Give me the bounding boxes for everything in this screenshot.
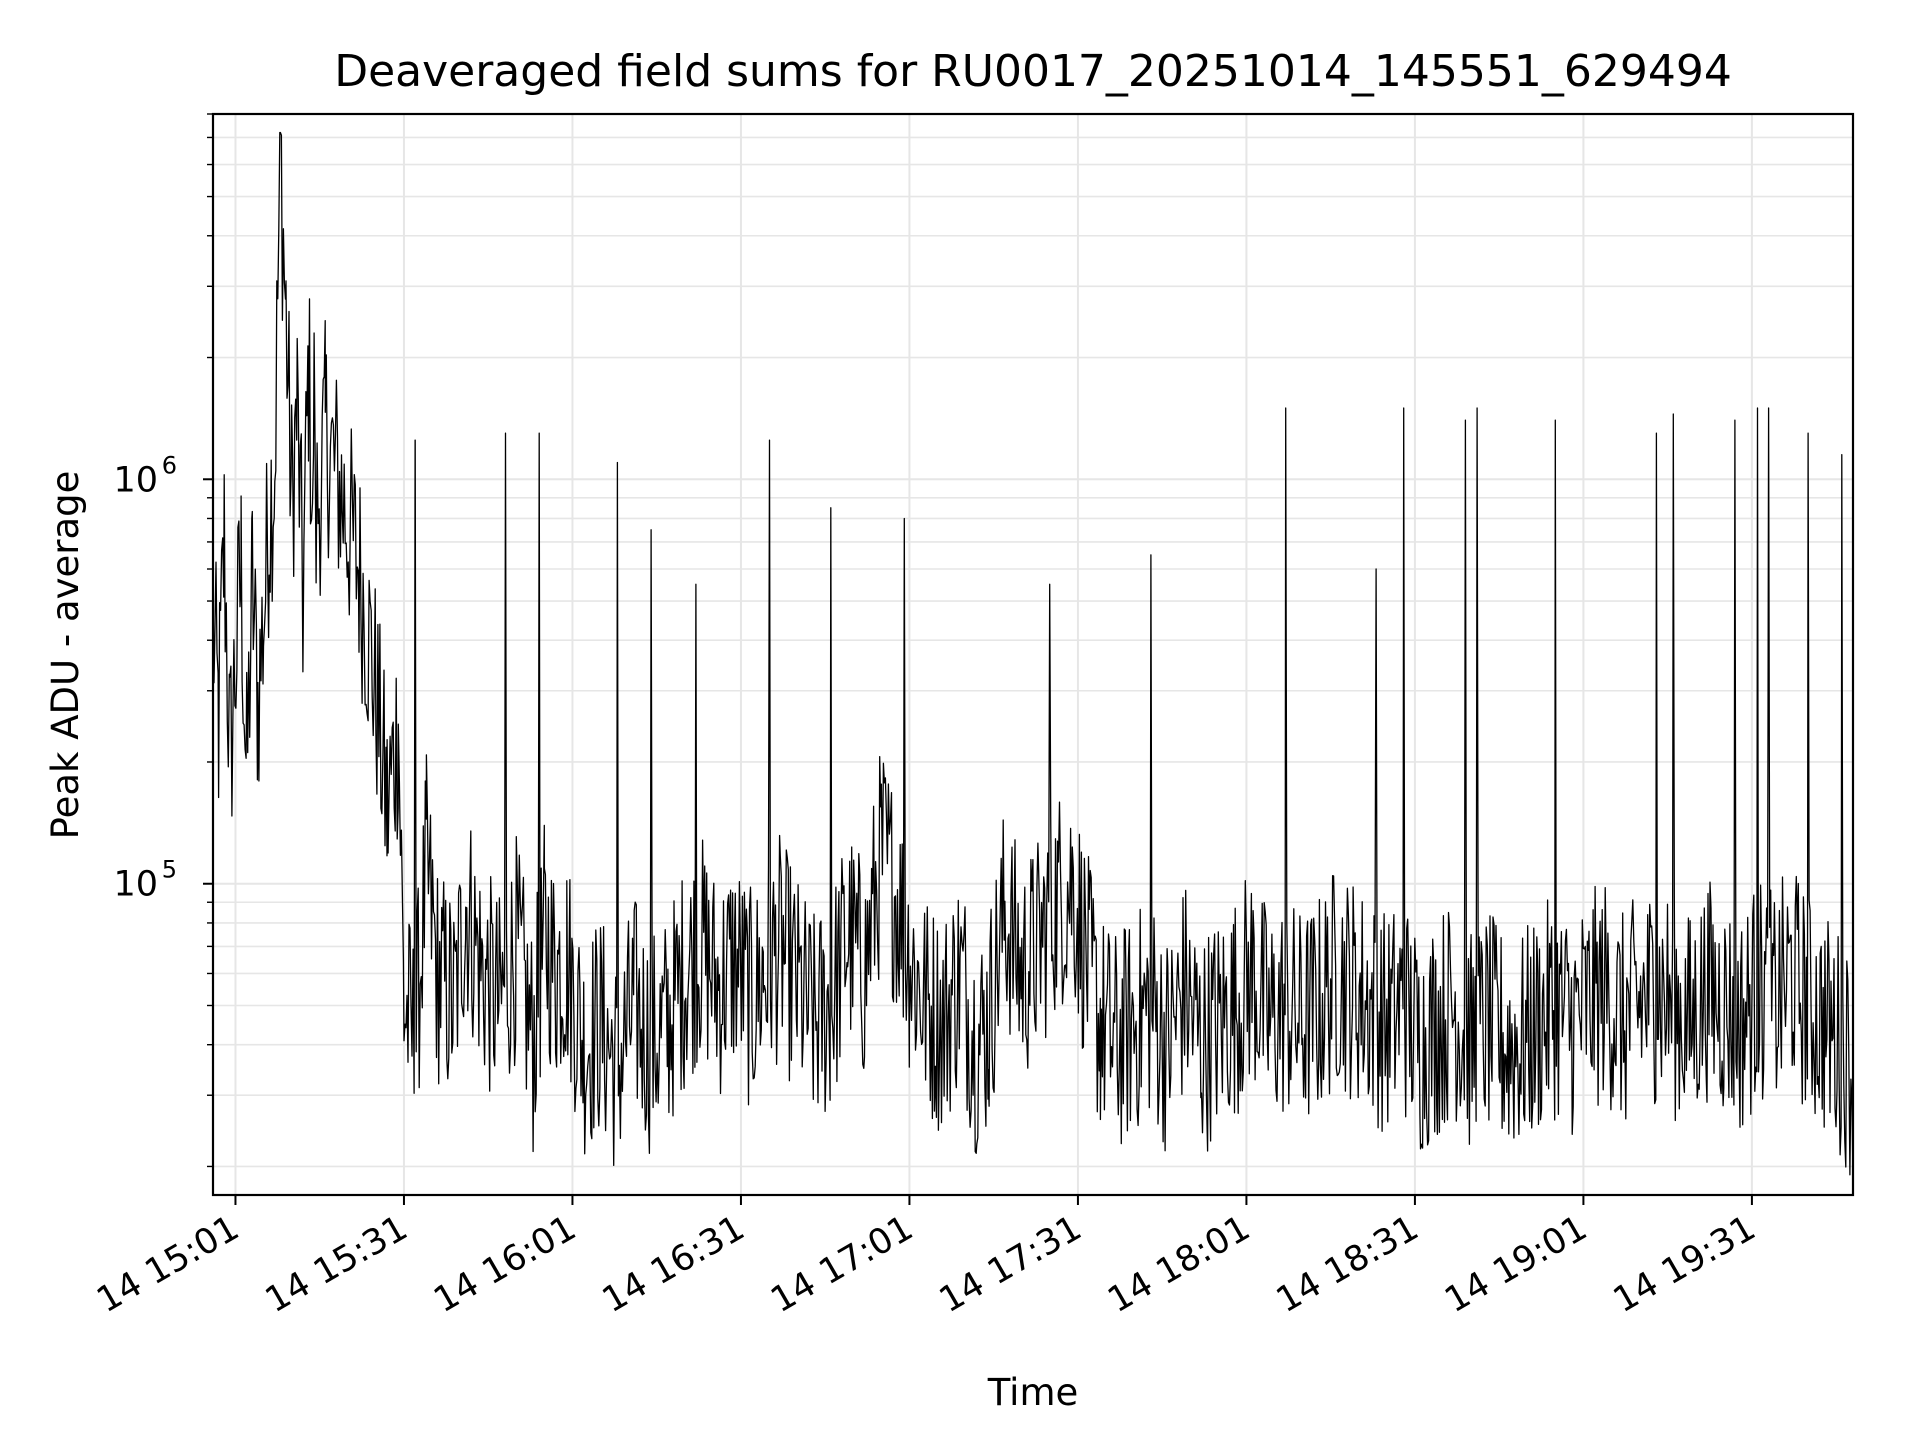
plot-frame [211,112,1855,1197]
chart-title: Deaveraged field sums for RU0017_2025101… [334,46,1732,97]
x-axis-label: Time [987,1371,1079,1414]
series-line [212,131,1854,1176]
x-tick-label: 14 18:31 [1270,1208,1426,1321]
y-axis-label: Peak ADU - average [44,471,87,840]
grid-lines [213,113,1853,1195]
x-tick-label: 14 17:31 [933,1208,1089,1321]
y-tick-exponent: 5 [162,856,177,884]
y-tick-exponent: 6 [162,451,177,479]
x-tick-label: 14 15:31 [259,1208,415,1321]
x-axis: 14 15:01 14 15:31 14 16:01 14 16:31 14 17:01… [90,1195,1762,1321]
x-tick-label: 14 19:31 [1607,1208,1763,1321]
y-tick-base: 10 [113,460,158,500]
x-tick-label: 14 18:01 [1101,1208,1257,1321]
x-tick-label: 14 16:01 [427,1208,583,1321]
x-tick-label: 14 16:31 [596,1208,752,1321]
x-tick-label: 14 19:01 [1438,1208,1594,1321]
y-tick-base: 10 [113,865,158,905]
x-tick-label: 14 17:01 [764,1208,920,1321]
series-group [212,131,1854,1176]
y-tick-label: 10 [113,865,158,905]
x-tick-label: 14 15:01 [90,1208,246,1321]
y-tick-label: 10 [113,460,158,500]
